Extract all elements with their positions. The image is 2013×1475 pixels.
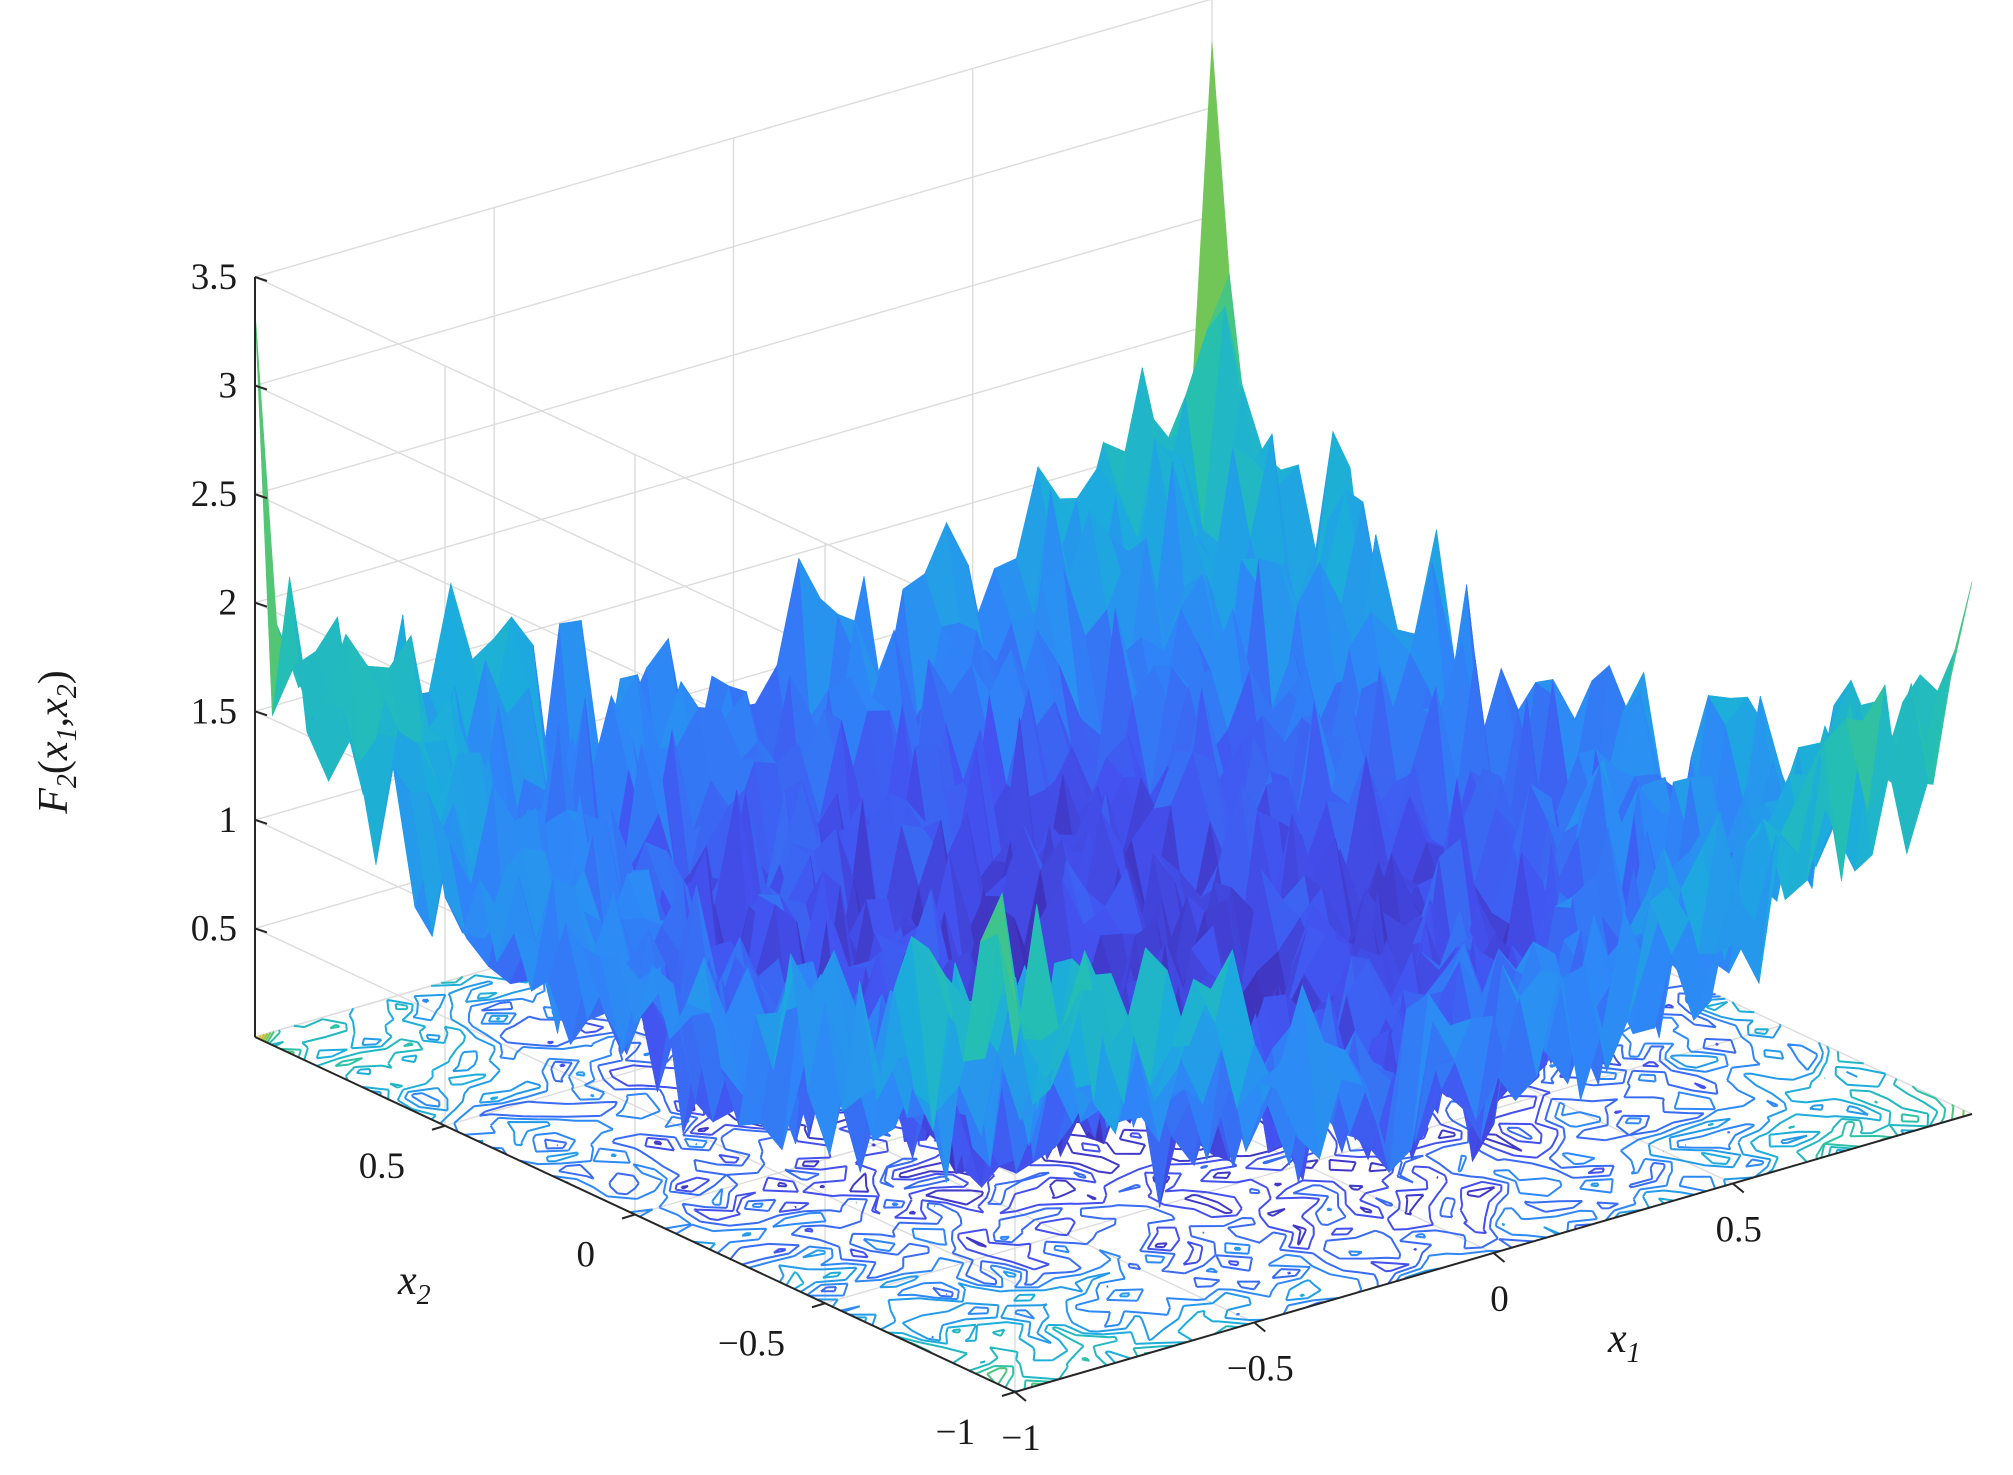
z-tick-mark	[254, 276, 268, 282]
z-tick-mark	[254, 493, 268, 500]
x2-tick-mark	[431, 1124, 446, 1131]
z-tick-label: 2.5	[191, 474, 237, 515]
z-tick-label: 0.5	[191, 908, 237, 949]
x1-tick-mark	[1014, 1391, 1027, 1402]
x1-tick-mark	[1253, 1321, 1266, 1333]
x1-tick-mark	[1732, 1182, 1745, 1194]
x2-tick-label: 0.5	[359, 1146, 405, 1187]
surface-patch	[1932, 581, 1973, 785]
z-tick-mark	[254, 601, 268, 608]
x2-tick-label: −0.5	[718, 1323, 785, 1364]
z-tick-label: 3	[219, 366, 238, 407]
x2-tick-mark	[621, 1213, 636, 1220]
x1-tick-mark	[1492, 1252, 1506, 1263]
z-axis-ticks: 0.5 1 1.5 2 2.5 3 3.5	[191, 257, 268, 949]
x1-tick-label: −0.5	[1227, 1349, 1294, 1390]
x1-tick-label: −1	[1001, 1418, 1040, 1459]
z-tick-label: 1.5	[191, 691, 237, 732]
x2-tick-mark	[1001, 1391, 1016, 1397]
x2-axis-label: x2	[397, 1258, 431, 1311]
x2-tick-label: 0	[577, 1235, 596, 1276]
x1-tick-label: 0	[1490, 1279, 1509, 1320]
x1-tick-label: 0.5	[1716, 1210, 1762, 1251]
z-tick-label: 3.5	[191, 257, 237, 298]
z-tick-mark	[254, 384, 268, 391]
x1-axis-label: x1	[1607, 1316, 1641, 1369]
z-tick-mark	[254, 818, 268, 825]
z-tick-label: 1	[219, 800, 238, 841]
z-tick-label: 2	[219, 583, 238, 624]
z-axis-label: F2(x1,x2)	[31, 670, 83, 814]
x2-tick-label: −1	[936, 1412, 975, 1453]
x2-tick-mark	[811, 1302, 826, 1309]
z-tick-mark	[254, 710, 268, 717]
z-tick-mark	[254, 927, 268, 934]
surface-mesh	[254, 42, 1973, 1208]
x2-axis-ticks: −1 −0.5 0 0.5	[359, 1124, 1016, 1453]
x1-axis-ticks: −1 −0.5 0 0.5	[1001, 1182, 1762, 1459]
